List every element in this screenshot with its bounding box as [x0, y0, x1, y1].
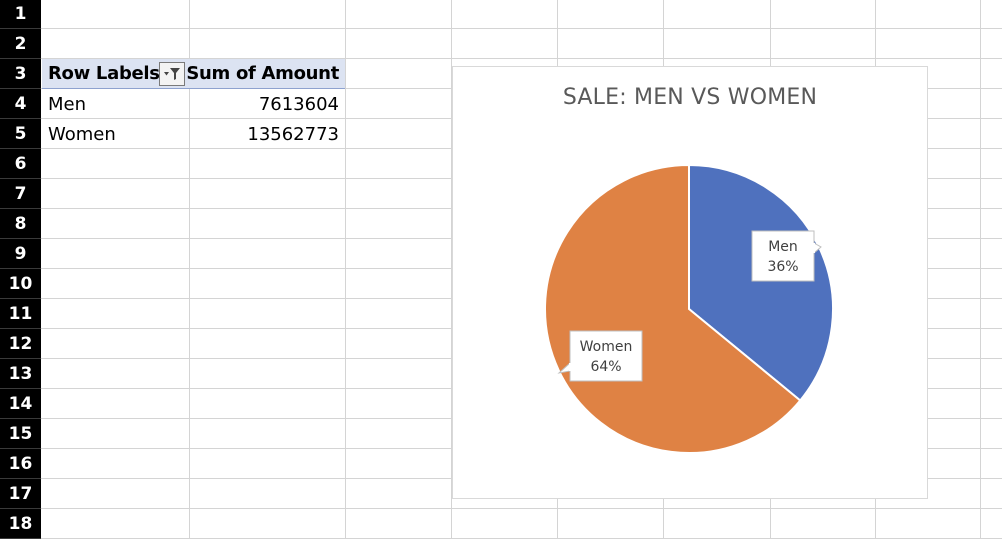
data-label-men[interactable]: Men 36% [751, 230, 822, 282]
pivot-row-label[interactable]: Women [42, 119, 189, 149]
data-label-name: Women [580, 339, 633, 355]
row-header[interactable]: 9 [0, 239, 41, 269]
pivot-header-sum-of-amount[interactable]: Sum of Amount [186, 59, 345, 89]
pie-chart-plot: Men 36% Women 64% [544, 163, 834, 454]
row-header[interactable]: 3 [0, 59, 41, 89]
row-header[interactable]: 6 [0, 149, 41, 179]
gridline-horizontal [41, 28, 1002, 29]
row-header[interactable]: 1 [0, 0, 41, 29]
gridline-vertical [980, 0, 981, 538]
gridline-vertical [451, 0, 452, 538]
row-header[interactable]: 4 [0, 89, 41, 119]
gridline-horizontal [41, 508, 1002, 509]
row-header[interactable]: 12 [0, 329, 41, 359]
gridline-vertical [189, 0, 190, 538]
row-header[interactable]: 16 [0, 449, 41, 479]
row-header[interactable]: 8 [0, 209, 41, 239]
row-header[interactable]: 14 [0, 389, 41, 419]
row-header[interactable]: 11 [0, 299, 41, 329]
data-label-name: Men [768, 239, 798, 255]
row-header[interactable]: 18 [0, 509, 41, 539]
row-header[interactable]: 2 [0, 29, 41, 59]
data-label-percent: 36% [767, 259, 798, 275]
gridline-horizontal [41, 58, 1002, 59]
pivot-row-value-text: 13562773 [247, 123, 339, 145]
row-header[interactable]: 13 [0, 359, 41, 389]
row-header[interactable]: 5 [0, 119, 41, 149]
pivot-row-label-text: Women [48, 123, 116, 145]
pivot-header-row-labels-text: Row Labels [48, 63, 160, 84]
pie-chart[interactable]: SALE: MEN VS WOMEN Men 36% Women 64% [452, 66, 928, 499]
row-header[interactable]: 17 [0, 479, 41, 509]
filter-funnel-icon [164, 68, 180, 80]
data-label-women[interactable]: Women 64% [557, 330, 643, 382]
pivot-row-value[interactable]: 13562773 [189, 119, 345, 149]
chart-title[interactable]: SALE: MEN VS WOMEN [562, 85, 818, 110]
row-header[interactable]: 15 [0, 419, 41, 449]
row-header[interactable]: 10 [0, 269, 41, 299]
filter-dropdown-icon[interactable] [159, 62, 185, 86]
gridline-vertical [345, 0, 346, 538]
pivot-header-sum-text: Sum of Amount [186, 63, 339, 84]
pivot-row-value-text: 7613604 [258, 93, 339, 115]
row-header[interactable]: 7 [0, 179, 41, 209]
data-label-percent: 64% [590, 359, 621, 375]
pivot-row-value[interactable]: 7613604 [189, 89, 345, 119]
pivot-row-label-text: Men [48, 93, 87, 115]
pivot-row-label[interactable]: Men [42, 89, 189, 119]
